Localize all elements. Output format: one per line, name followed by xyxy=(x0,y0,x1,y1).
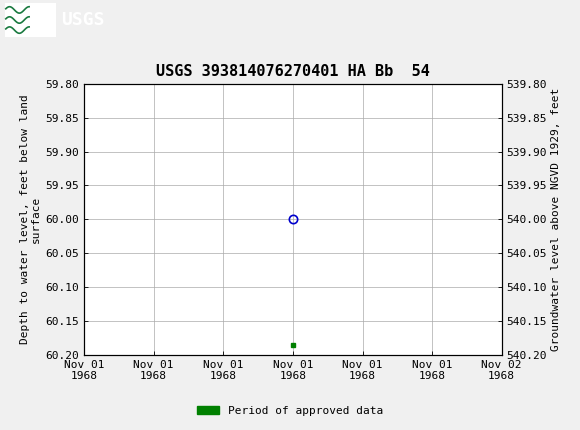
Text: USGS: USGS xyxy=(61,11,105,29)
Legend: Period of approved data: Period of approved data xyxy=(193,401,387,420)
Title: USGS 393814076270401 HA Bb  54: USGS 393814076270401 HA Bb 54 xyxy=(156,64,430,79)
Y-axis label: Groundwater level above NGVD 1929, feet: Groundwater level above NGVD 1929, feet xyxy=(551,88,561,351)
Bar xyxy=(5,3,56,37)
Y-axis label: Depth to water level, feet below land
surface: Depth to water level, feet below land su… xyxy=(20,95,41,344)
